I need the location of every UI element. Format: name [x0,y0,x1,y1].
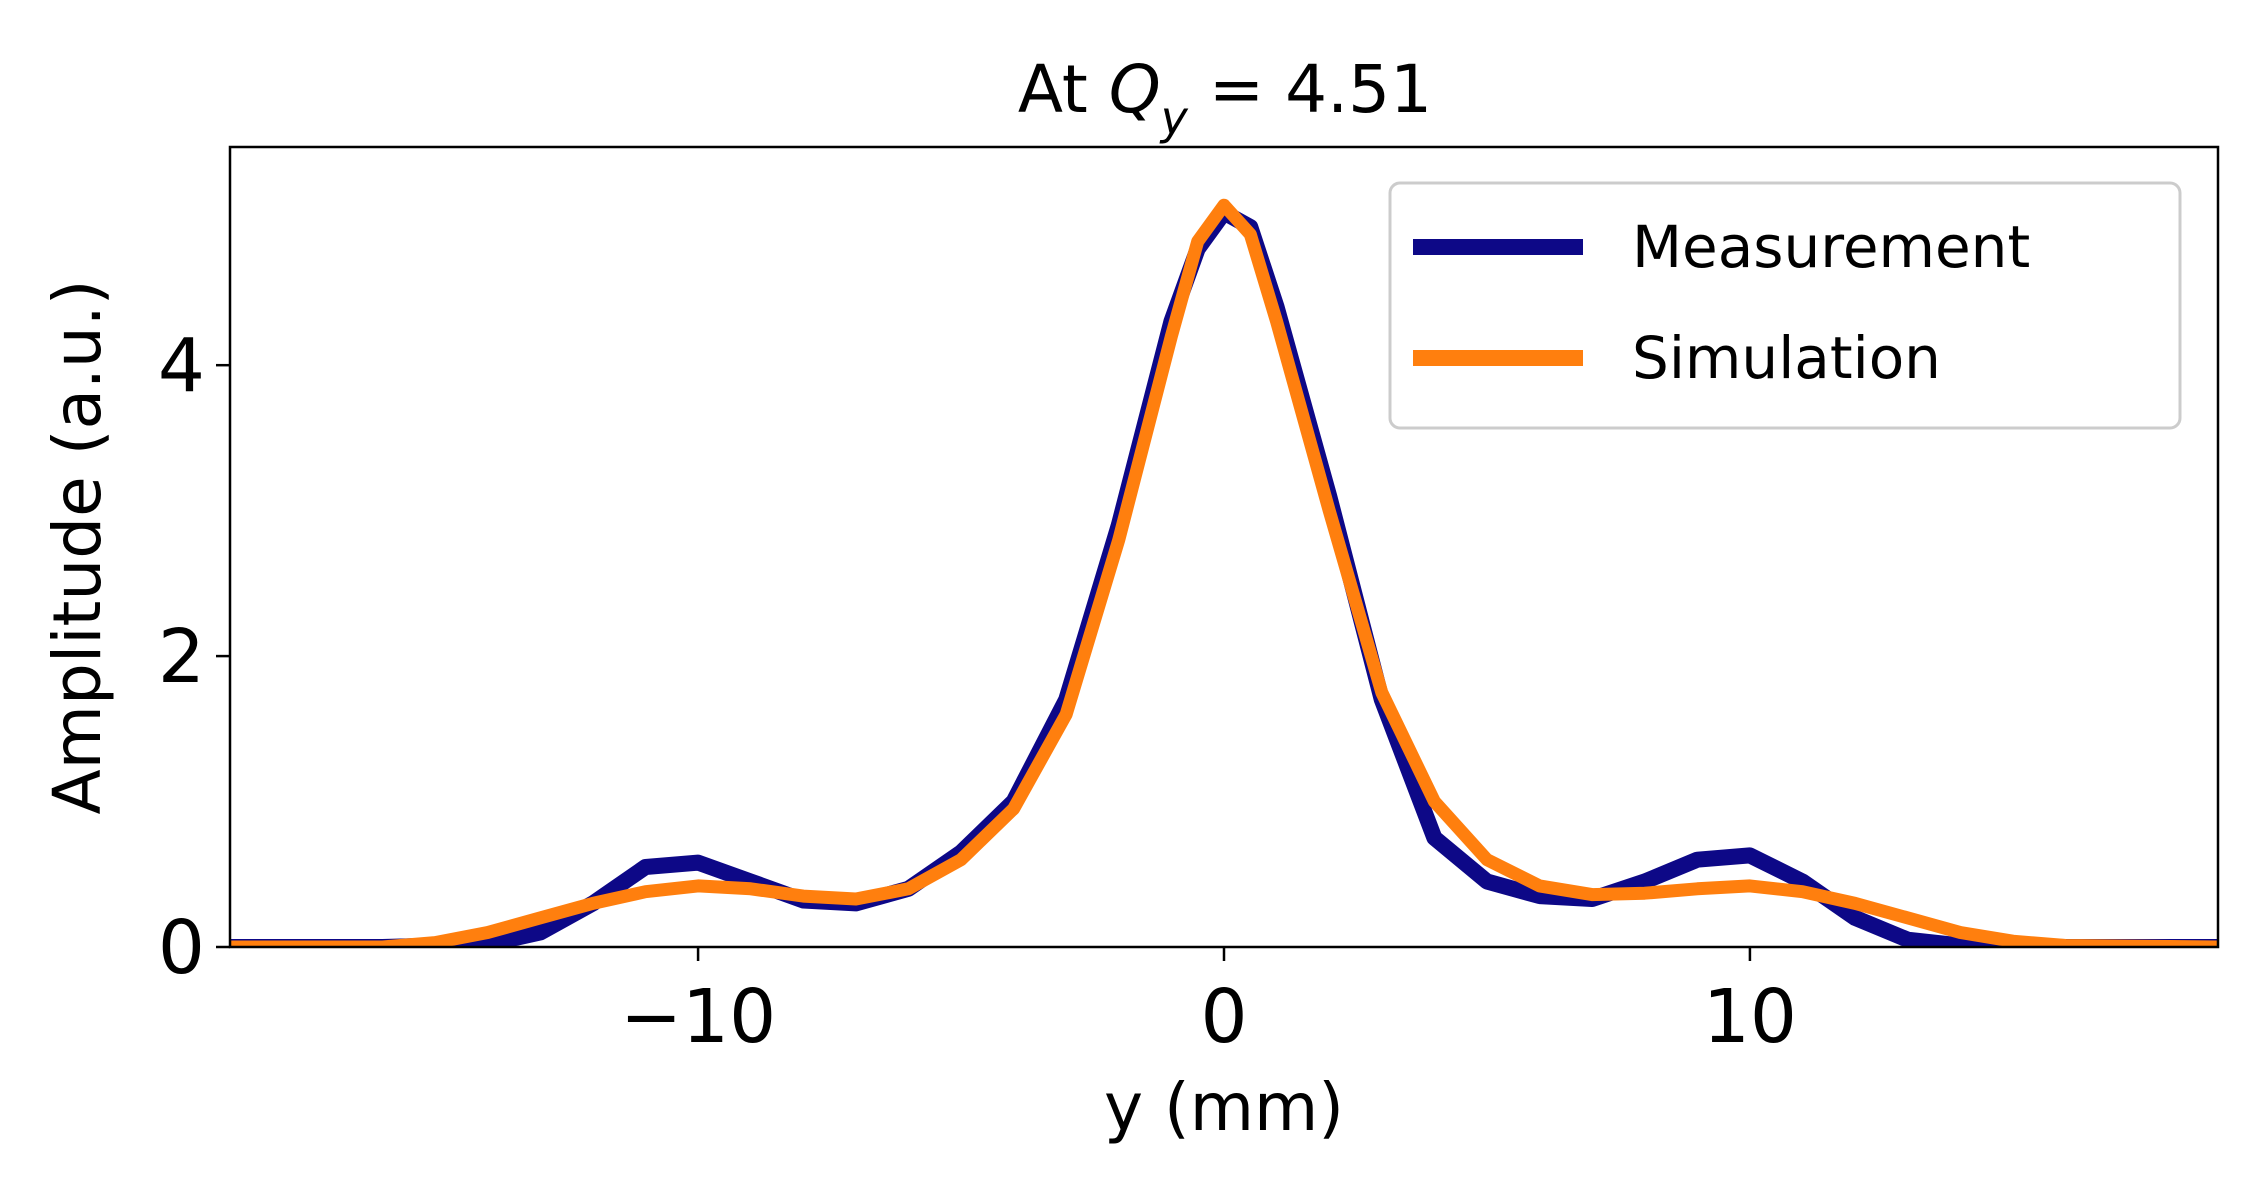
title-subscript: y [1159,91,1189,145]
plot-area [230,198,2218,947]
y-tick-label: 4 [158,323,205,409]
x-tick-label: 0 [1200,974,1247,1060]
axis-ticks: −10 0 10 0 2 4 [158,323,1797,1060]
legend: Measurement Simulation [1388,181,2182,430]
title-symbol: Q [1109,51,1161,128]
series-line-simulation [230,198,2218,947]
x-tick-label: 10 [1703,974,1797,1060]
y-tick-label: 0 [158,905,205,991]
legend-label-measurement: Measurement [1632,213,2030,281]
x-axis-label: y (mm) [1104,1069,1344,1146]
y-tick-label: 2 [158,614,205,700]
title-suffix: = 4.51 [1188,51,1432,128]
x-tick-label: −10 [620,974,776,1060]
title-prefix: At [1018,51,1109,128]
y-axis-label: Amplitude (a.u.) [39,280,116,815]
legend-label-simulation: Simulation [1632,324,1941,392]
legend-box [1388,181,2182,430]
chart-title: At Qy = 4.51 [1018,51,1432,145]
